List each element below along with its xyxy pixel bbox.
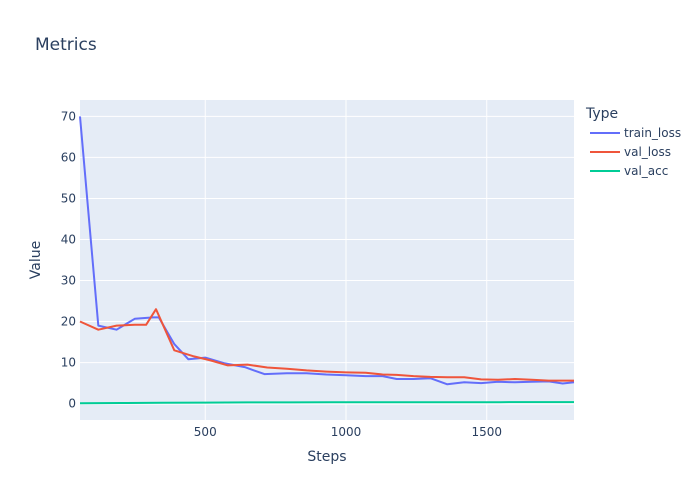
y-tick-label: 50 — [61, 191, 76, 205]
series-line-val_acc — [79, 401, 574, 405]
y-tick-label: 60 — [61, 150, 76, 164]
x-axis-label: Steps — [307, 449, 346, 465]
y-tick-label: 10 — [61, 356, 76, 370]
y-tick-label: 70 — [61, 109, 76, 123]
legend-label-val_loss: val_loss — [624, 145, 671, 159]
plot-area — [80, 100, 574, 420]
series-line-train_loss — [79, 116, 575, 386]
legend: Type train_loss val_loss val_acc — [585, 106, 681, 178]
legend-label-val_acc: val_acc — [624, 164, 668, 178]
tick-labels: 0 10 20 30 40 50 60 70 500 1000 1500 — [61, 109, 502, 439]
y-axis-label: Value — [28, 241, 44, 279]
x-tick-label: 1500 — [471, 425, 502, 439]
y-tick-label: 20 — [61, 315, 76, 329]
x-tick-label: 1000 — [331, 425, 362, 439]
x-tick-label: 500 — [194, 425, 217, 439]
series-layer — [79, 116, 575, 405]
chart-title: Metrics — [35, 35, 97, 55]
legend-label-train_loss: train_loss — [624, 126, 681, 140]
y-tick-label: 40 — [61, 232, 76, 246]
series-line-val_loss — [79, 308, 574, 382]
y-tick-label: 0 — [68, 397, 76, 411]
y-tick-label: 30 — [61, 274, 76, 288]
legend-title: Type — [585, 106, 618, 122]
